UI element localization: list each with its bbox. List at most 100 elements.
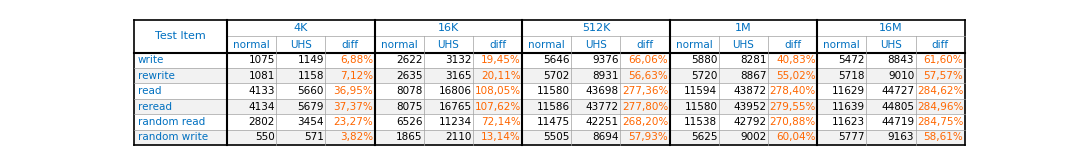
Text: UHS: UHS (437, 40, 459, 50)
Text: 11580: 11580 (684, 102, 717, 111)
Text: 66,06%: 66,06% (628, 55, 668, 65)
Text: 9010: 9010 (888, 71, 914, 81)
Text: 11475: 11475 (537, 117, 570, 127)
Text: 5660: 5660 (298, 86, 324, 96)
Text: 72,14%: 72,14% (481, 117, 521, 127)
Text: 16K: 16K (437, 23, 459, 33)
Text: 1149: 1149 (297, 55, 324, 65)
Text: 43698: 43698 (586, 86, 619, 96)
Text: 284,62%: 284,62% (917, 86, 964, 96)
Text: 11594: 11594 (684, 86, 717, 96)
Text: 4133: 4133 (249, 86, 274, 96)
Text: 16M: 16M (879, 23, 903, 33)
Text: normal: normal (234, 40, 270, 50)
Text: UHS: UHS (880, 40, 902, 50)
Text: 57,93%: 57,93% (628, 132, 668, 142)
Text: 11629: 11629 (832, 86, 865, 96)
Text: 5679: 5679 (297, 102, 324, 111)
Text: diff: diff (637, 40, 654, 50)
Text: reread: reread (137, 102, 172, 111)
Text: 42251: 42251 (586, 117, 619, 127)
Text: 8867: 8867 (740, 71, 766, 81)
Text: 108,05%: 108,05% (475, 86, 521, 96)
Text: 284,96%: 284,96% (917, 102, 964, 111)
Text: 7,12%: 7,12% (340, 71, 373, 81)
Text: 23,27%: 23,27% (333, 117, 373, 127)
Text: normal: normal (528, 40, 565, 50)
Text: 1865: 1865 (396, 132, 422, 142)
Text: normal: normal (823, 40, 860, 50)
Text: 60,04%: 60,04% (776, 132, 816, 142)
Text: 11623: 11623 (832, 117, 865, 127)
Text: rewrite: rewrite (137, 71, 175, 81)
Text: 11234: 11234 (438, 117, 472, 127)
Text: 16806: 16806 (438, 86, 472, 96)
Text: 279,55%: 279,55% (770, 102, 816, 111)
Text: 268,20%: 268,20% (622, 117, 668, 127)
Text: 11580: 11580 (537, 86, 570, 96)
Text: read: read (137, 86, 161, 96)
Text: 43952: 43952 (733, 102, 766, 111)
Text: Test Item: Test Item (155, 31, 206, 41)
Text: diff: diff (784, 40, 801, 50)
Text: 2622: 2622 (396, 55, 422, 65)
Text: 40,83%: 40,83% (776, 55, 816, 65)
Text: 4134: 4134 (249, 102, 274, 111)
Text: 57,57%: 57,57% (924, 71, 964, 81)
Text: 9163: 9163 (888, 132, 914, 142)
Text: 107,62%: 107,62% (475, 102, 521, 111)
Text: 43772: 43772 (586, 102, 619, 111)
Text: 8075: 8075 (396, 102, 422, 111)
Text: 11538: 11538 (684, 117, 717, 127)
Text: 5720: 5720 (691, 71, 717, 81)
Text: 512K: 512K (582, 23, 610, 33)
Text: 1081: 1081 (249, 71, 274, 81)
Text: 11639: 11639 (832, 102, 865, 111)
Text: 8694: 8694 (593, 132, 619, 142)
Text: 2802: 2802 (249, 117, 274, 127)
Text: 1M: 1M (735, 23, 751, 33)
Text: UHS: UHS (585, 40, 607, 50)
Text: 6,88%: 6,88% (340, 55, 373, 65)
Text: 44805: 44805 (881, 102, 914, 111)
Text: 571: 571 (304, 132, 324, 142)
Text: 44719: 44719 (881, 117, 914, 127)
Text: 2635: 2635 (396, 71, 422, 81)
Text: 277,36%: 277,36% (622, 86, 668, 96)
Text: 5718: 5718 (838, 71, 865, 81)
Text: 56,63%: 56,63% (628, 71, 668, 81)
Text: 16765: 16765 (438, 102, 472, 111)
Text: 8078: 8078 (396, 86, 422, 96)
Text: 58,61%: 58,61% (924, 132, 964, 142)
Text: 61,60%: 61,60% (924, 55, 964, 65)
Text: 550: 550 (255, 132, 274, 142)
Text: 36,95%: 36,95% (333, 86, 373, 96)
Text: 270,88%: 270,88% (770, 117, 816, 127)
Text: normal: normal (676, 40, 713, 50)
Text: 5625: 5625 (690, 132, 717, 142)
Text: 8843: 8843 (888, 55, 914, 65)
Text: diff: diff (489, 40, 506, 50)
Text: 55,02%: 55,02% (776, 71, 816, 81)
Text: 3,82%: 3,82% (340, 132, 373, 142)
Text: diff: diff (341, 40, 358, 50)
Text: 277,80%: 277,80% (622, 102, 668, 111)
Text: 9376: 9376 (593, 55, 619, 65)
Text: 43872: 43872 (733, 86, 766, 96)
Text: 9002: 9002 (741, 132, 766, 142)
Text: 5880: 5880 (691, 55, 717, 65)
Text: 19,45%: 19,45% (481, 55, 521, 65)
Text: random write: random write (137, 132, 208, 142)
Text: 13,14%: 13,14% (481, 132, 521, 142)
Text: 5472: 5472 (838, 55, 865, 65)
Text: 4K: 4K (294, 23, 308, 33)
Text: 1158: 1158 (297, 71, 324, 81)
Text: 5702: 5702 (544, 71, 570, 81)
Text: 6526: 6526 (396, 117, 422, 127)
Text: UHS: UHS (732, 40, 755, 50)
Text: 3165: 3165 (445, 71, 472, 81)
Text: 37,37%: 37,37% (333, 102, 373, 111)
Text: 11586: 11586 (537, 102, 570, 111)
Text: 278,40%: 278,40% (770, 86, 816, 96)
Text: 284,75%: 284,75% (917, 117, 964, 127)
